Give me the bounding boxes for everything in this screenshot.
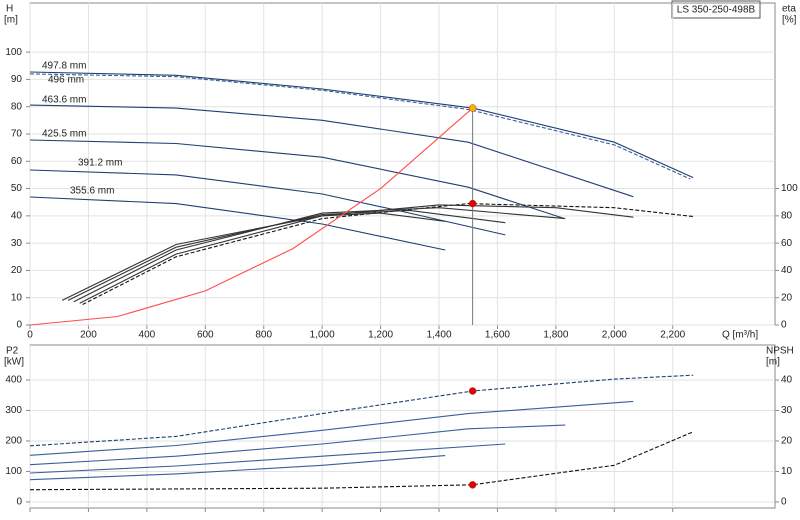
y2-axis-label: NPSH — [766, 346, 794, 357]
curve-label: 355.6 mm — [70, 186, 114, 197]
operating-point — [468, 104, 477, 112]
curve — [29, 139, 565, 220]
y-axis-label: H — [6, 4, 13, 15]
x-tick-label: 800 — [255, 330, 272, 341]
y-tick-label: 400 — [5, 375, 22, 386]
x-tick-label: 600 — [197, 330, 214, 341]
x-tick-label: 0 — [27, 330, 33, 341]
y2-axis-label: [%] — [782, 15, 797, 26]
x-tick-label: 2,000 — [602, 330, 627, 341]
x-axis-label: Q [m³/h] — [722, 330, 758, 341]
y-tick-label: 90 — [11, 74, 23, 85]
y-tick-label: 300 — [5, 405, 22, 416]
y-tick-label: 100 — [5, 466, 22, 477]
curve — [67, 209, 506, 301]
curve — [61, 212, 446, 301]
y-tick-label: 0 — [16, 320, 22, 331]
x-tick-label: 1,800 — [543, 330, 568, 341]
y-axis-label: P2 — [6, 346, 19, 357]
y2-tick-label: 0 — [781, 497, 787, 508]
x-tick-label: 400 — [139, 330, 156, 341]
y2-tick-label: 20 — [781, 436, 793, 447]
curve — [29, 71, 694, 179]
y2-axis-label: eta — [782, 4, 796, 15]
y-tick-label: 80 — [11, 101, 23, 112]
curve — [73, 207, 566, 303]
curve-label: 463.6 mm — [42, 95, 86, 106]
y-tick-label: 10 — [11, 292, 23, 303]
curve — [29, 104, 634, 198]
curve-label: 425.5 mm — [42, 129, 86, 140]
x-tick-label: 2,200 — [660, 330, 685, 341]
y2-tick-label: 40 — [781, 265, 793, 276]
y-tick-label: 20 — [11, 265, 23, 276]
x-tick-label: 200 — [80, 330, 97, 341]
curve — [29, 431, 694, 491]
y2-tick-label: 10 — [781, 466, 793, 477]
curve-label: 497.8 mm — [42, 61, 86, 72]
title-box — [671, 0, 761, 19]
x-tick-label: 1,000 — [310, 330, 335, 341]
curve — [29, 73, 691, 180]
operating-point — [468, 387, 477, 395]
x-tick-label: 1,600 — [485, 330, 510, 341]
y2-axis-label: [m] — [766, 357, 780, 368]
x-tick-label: 1,200 — [368, 330, 393, 341]
curve — [29, 443, 506, 474]
y2-tick-label: 100 — [781, 183, 798, 194]
curve-label: 391.2 mm — [78, 158, 122, 169]
y-tick-label: 100 — [5, 47, 22, 58]
operating-point — [468, 481, 477, 489]
y-tick-label: 60 — [11, 156, 23, 167]
curve — [29, 424, 566, 466]
curve — [29, 400, 634, 456]
curve — [29, 374, 694, 447]
operating-point — [468, 199, 477, 208]
curve — [29, 196, 446, 251]
y-tick-label: 30 — [11, 238, 23, 249]
y-tick-label: 200 — [5, 436, 22, 447]
y2-tick-label: 60 — [781, 238, 793, 249]
y2-tick-label: 0 — [781, 320, 787, 331]
curve — [29, 455, 446, 481]
y-tick-label: 0 — [16, 497, 22, 508]
y-axis-label: [kW] — [4, 357, 24, 368]
y-tick-label: 50 — [11, 183, 23, 194]
chart-title: LS 350-250-498B — [677, 5, 756, 16]
y2-tick-label: 30 — [781, 405, 793, 416]
x-tick-label: 1,400 — [427, 330, 452, 341]
y-tick-label: 70 — [11, 129, 23, 140]
curve-label: 496 mm — [48, 75, 84, 86]
y-axis-label: [m] — [4, 15, 18, 26]
curve — [29, 107, 473, 326]
y2-tick-label: 80 — [781, 210, 793, 221]
y2-tick-label: 40 — [781, 375, 793, 386]
y-tick-label: 40 — [11, 210, 23, 221]
y2-tick-label: 20 — [781, 292, 793, 303]
curve — [82, 203, 694, 305]
